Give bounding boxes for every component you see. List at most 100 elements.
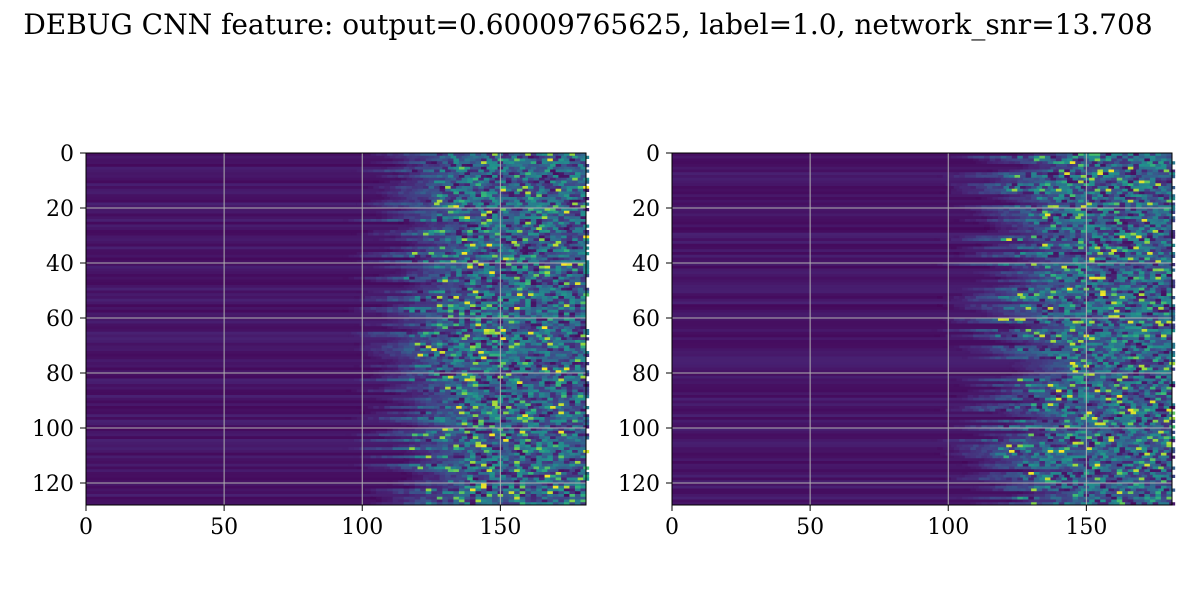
heatmap-cell: [558, 172, 565, 176]
heatmap-cell: [425, 153, 432, 157]
heatmap-cell: [525, 249, 532, 253]
heatmap-cell: [539, 260, 545, 264]
heatmap-cell: [406, 169, 413, 173]
heatmap-cell: [381, 213, 388, 217]
heatmap-cell: [486, 191, 493, 195]
heatmap-cell: [569, 191, 576, 195]
heatmap-cell: [555, 224, 562, 228]
heatmap-cell: [503, 194, 510, 198]
heatmap-cell: [469, 153, 476, 157]
heatmap-cell: [447, 153, 454, 157]
heatmap-cell: [511, 155, 518, 159]
heatmap-cell: [439, 224, 446, 228]
heatmap-cell: [569, 213, 576, 217]
heatmap-cell: [417, 169, 424, 173]
heatmap-cell: [469, 227, 476, 231]
heatmap-cell: [450, 164, 457, 168]
heatmap-cell: [423, 230, 429, 234]
heatmap-cell: [505, 188, 512, 192]
heatmap-cell: [547, 227, 554, 231]
heatmap-cell: [381, 153, 388, 157]
heatmap-cell: [472, 241, 479, 245]
heatmap-cell: [569, 254, 576, 258]
heatmap-cell: [525, 243, 532, 247]
heatmap-cell: [472, 232, 479, 236]
heatmap-cell: [580, 227, 587, 231]
heatmap-cell: [420, 254, 427, 258]
heatmap-cell: [536, 221, 543, 225]
heatmap-cell: [577, 155, 584, 159]
heatmap-cell: [453, 219, 460, 223]
heatmap-cell: [511, 252, 518, 256]
heatmap-cell: [464, 194, 471, 198]
heatmap-cell: [400, 164, 407, 168]
heatmap-cell: [486, 257, 493, 261]
heatmap-cell: [445, 246, 452, 250]
heatmap-cell: [417, 186, 424, 190]
heatmap-cell: [486, 166, 493, 170]
heatmap-cell: [530, 216, 537, 220]
heatmap-cell: [450, 232, 457, 236]
heatmap-cell: [566, 260, 573, 264]
heatmap-cell: [541, 221, 548, 225]
heatmap-cell: [461, 208, 468, 212]
heatmap-cell: [450, 246, 457, 250]
heatmap-cell: [464, 175, 471, 179]
heatmap-cell: [461, 232, 468, 236]
heatmap-cell: [442, 199, 449, 203]
heatmap-cell: [561, 235, 568, 239]
heatmap-cell: [439, 169, 446, 173]
heatmap-cell: [376, 213, 382, 217]
heatmap-cell: [434, 230, 440, 234]
heatmap-cell: [387, 205, 394, 209]
heatmap-cell: [464, 257, 471, 261]
heatmap-cell: [483, 202, 490, 206]
heatmap-cell: [398, 221, 405, 225]
heatmap-cell: [514, 153, 521, 157]
heatmap-cell: [503, 254, 510, 258]
heatmap-cell: [475, 257, 482, 261]
heatmap-cell: [522, 246, 529, 250]
heatmap-cell: [550, 235, 557, 239]
heatmap-cell: [453, 254, 460, 258]
heatmap-cell: [469, 166, 476, 170]
heatmap-cell: [469, 205, 476, 209]
heatmap-row: [86, 252, 352, 256]
heatmap-cell: [475, 243, 482, 247]
heatmap-cell: [423, 202, 429, 206]
heatmap-cell: [400, 252, 407, 256]
heatmap-cell: [511, 224, 518, 228]
heatmap-cell: [414, 175, 421, 179]
heatmap-cell: [434, 235, 440, 239]
heatmap-cell: [467, 252, 474, 256]
heatmap-cell: [527, 208, 534, 212]
heatmap-cell: [486, 158, 493, 162]
heatmap-cell: [475, 213, 482, 217]
heatmap-cell: [411, 246, 418, 250]
heatmap-cell: [547, 158, 554, 162]
heatmap-cell: [409, 172, 416, 176]
heatmap-cell: [378, 188, 385, 192]
heatmap-cell: [411, 164, 418, 168]
heatmap-cell: [486, 194, 493, 198]
heatmap-cell: [539, 169, 545, 173]
heatmap-cell: [558, 213, 565, 217]
heatmap-cell: [580, 254, 587, 258]
heatmap-cell: [458, 166, 465, 170]
heatmap-cell: [522, 241, 529, 245]
heatmap-cell: [475, 175, 482, 179]
heatmap-cell: [351, 232, 358, 236]
heatmap-cell: [533, 169, 540, 173]
heatmap-cell: [530, 199, 537, 203]
heatmap-cell: [389, 188, 396, 192]
heatmap-cell: [478, 186, 485, 190]
heatmap-cell: [522, 235, 529, 239]
heatmap-cell: [492, 158, 499, 162]
heatmap-cell: [539, 186, 545, 190]
heatmap-cell: [389, 197, 396, 201]
heatmap-cell: [445, 241, 452, 245]
heatmap-cell: [516, 235, 523, 239]
heatmap-cell: [486, 243, 493, 247]
heatmap-cell: [411, 202, 418, 206]
heatmap-cell: [395, 238, 402, 242]
